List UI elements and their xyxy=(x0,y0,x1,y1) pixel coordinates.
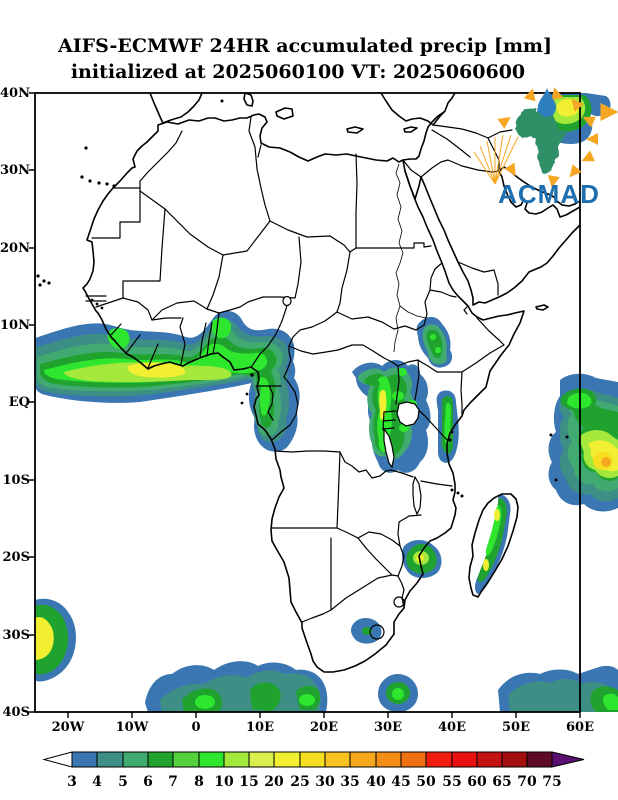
lon-label: 0 xyxy=(191,720,200,735)
colorbar: 3 4 5 6 7 8 10 15 20 25 30 35 40 45 50 5… xyxy=(42,751,585,790)
lon-axis: 20W 10W 0 10E 20E 30E 40E 50E 60E xyxy=(52,720,594,735)
svg-text:7: 7 xyxy=(168,774,178,790)
svg-text:75: 75 xyxy=(542,774,561,790)
precip-shading xyxy=(35,93,618,712)
lon-label: 10E xyxy=(246,720,274,735)
lon-label: 20E xyxy=(310,720,338,735)
logo-water-drop xyxy=(538,88,556,117)
lakes xyxy=(282,295,422,516)
title-line2: initialized at 2025060100 VT: 2025060600 xyxy=(71,61,525,83)
lat-label: 40S xyxy=(3,705,30,720)
svg-text:5: 5 xyxy=(118,774,128,790)
colorbar-labels: 3 4 5 6 7 8 10 15 20 25 30 35 40 45 50 5… xyxy=(67,774,562,790)
title-line1: AIFS-ECMWF 24HR accumulated precip [mm] xyxy=(57,35,552,57)
svg-text:30: 30 xyxy=(315,774,335,790)
colorbar-arrow-right xyxy=(551,751,585,768)
logo-sun-rays xyxy=(473,134,519,185)
lat-label: 10S xyxy=(3,473,30,488)
svg-text:3: 3 xyxy=(67,774,77,790)
map-lines xyxy=(36,93,580,673)
svg-text:10: 10 xyxy=(214,774,234,790)
logo-text: ACMAD xyxy=(498,179,600,209)
other-coastlines xyxy=(149,93,580,598)
svg-text:65: 65 xyxy=(492,774,511,790)
lat-label: EQ xyxy=(9,395,30,410)
svg-text:45: 45 xyxy=(391,774,410,790)
lat-label: 20S xyxy=(3,550,30,565)
lon-label: 60E xyxy=(566,720,594,735)
acmad-logo: ACMAD xyxy=(473,85,618,209)
country-borders xyxy=(85,116,513,640)
lat-label: 30S xyxy=(3,628,30,643)
lon-label: 50E xyxy=(502,720,530,735)
svg-text:60: 60 xyxy=(467,774,487,790)
svg-text:15: 15 xyxy=(239,774,258,790)
svg-text:25: 25 xyxy=(290,774,309,790)
rivers xyxy=(393,163,427,353)
svg-text:8: 8 xyxy=(194,774,204,790)
small-islands xyxy=(36,99,569,498)
lon-label: 10W xyxy=(116,720,149,735)
lat-label: 10N xyxy=(0,318,30,333)
svg-text:55: 55 xyxy=(442,774,461,790)
lat-label: 30N xyxy=(0,163,30,178)
colorbar-cells xyxy=(71,751,553,768)
svg-text:70: 70 xyxy=(517,774,537,790)
lat-label: 40N xyxy=(0,86,30,101)
svg-text:35: 35 xyxy=(340,774,359,790)
lon-label: 20W xyxy=(52,720,85,735)
svg-text:40: 40 xyxy=(366,774,386,790)
lon-label: 30E xyxy=(374,720,402,735)
lat-axis: 40N 30N 20N 10N EQ 10S 20S 30S 40S xyxy=(0,86,30,720)
svg-text:4: 4 xyxy=(92,774,102,790)
lon-label: 40E xyxy=(438,720,466,735)
precip-level-orange xyxy=(601,457,611,467)
svg-text:50: 50 xyxy=(416,774,436,790)
svg-text:20: 20 xyxy=(264,774,284,790)
lat-label: 20N xyxy=(0,241,30,256)
axis-ticks xyxy=(29,92,581,718)
svg-text:6: 6 xyxy=(143,774,153,790)
